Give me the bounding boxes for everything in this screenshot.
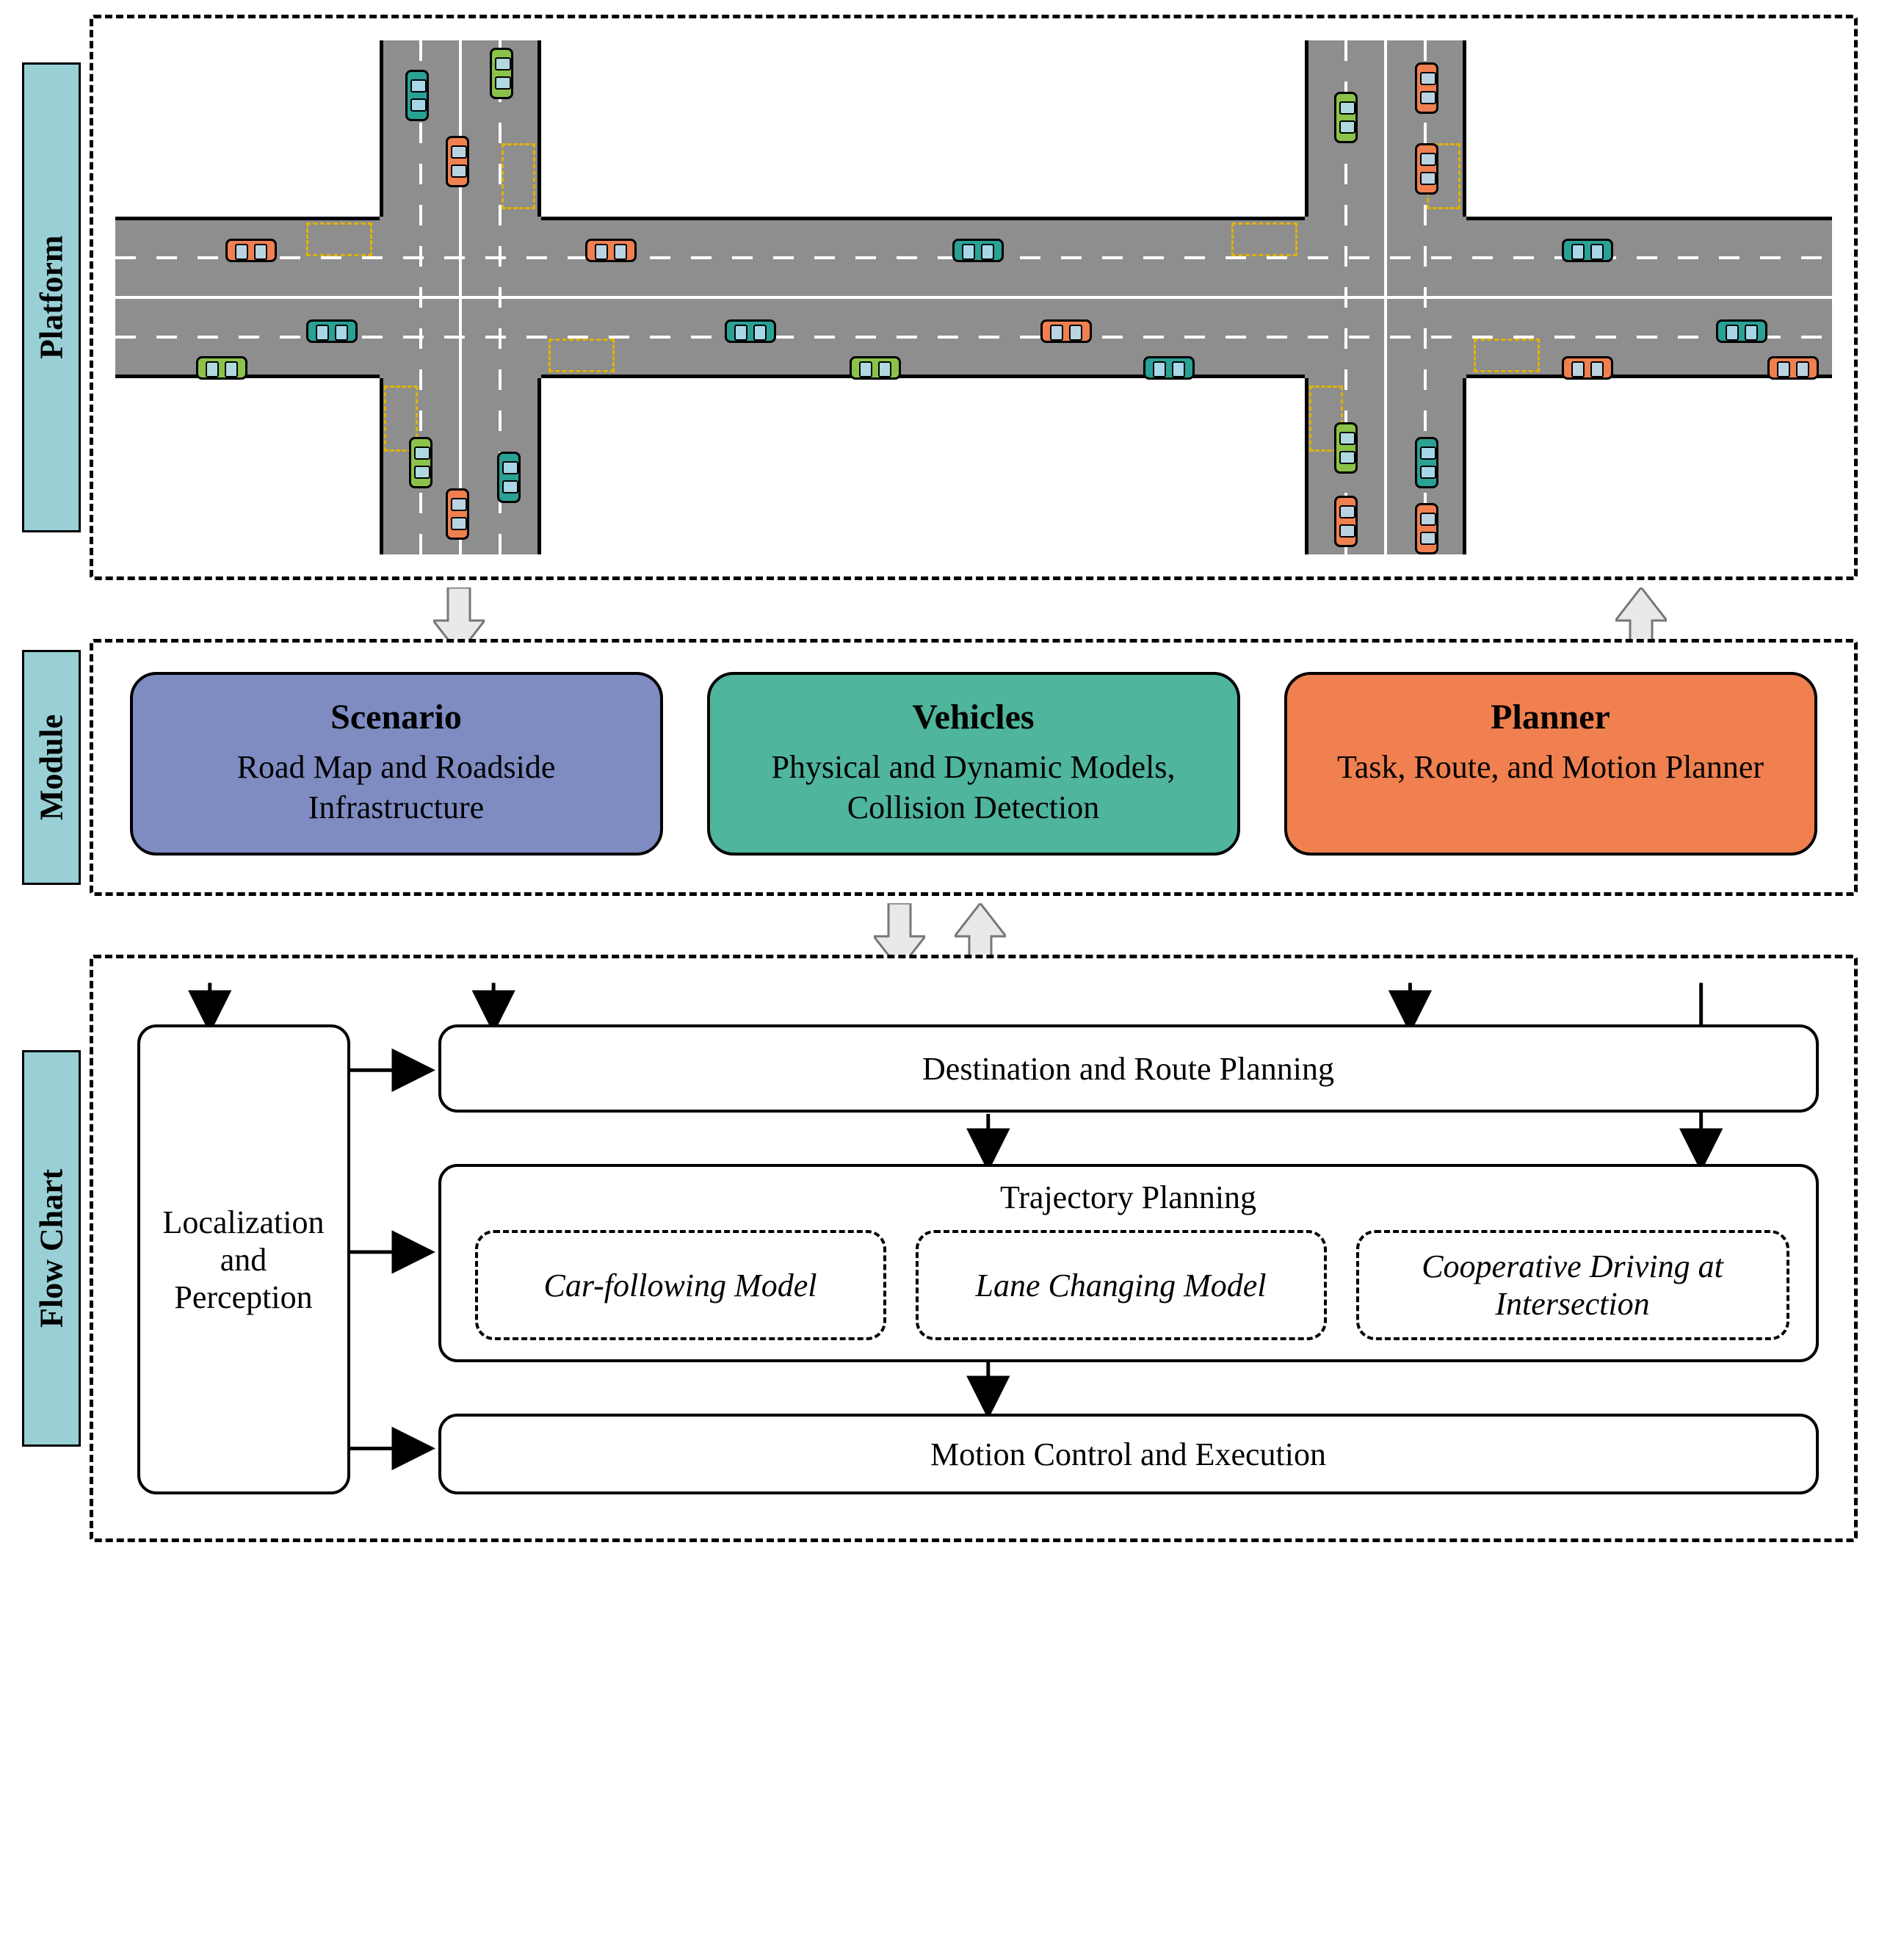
box-lane-changing: Lane Changing Model [916, 1230, 1327, 1340]
card-scenario-title: Scenario [152, 695, 641, 739]
zone-6 [1474, 339, 1540, 372]
flow-label: Flow Chart [22, 1050, 81, 1447]
platform-section: Platform [22, 15, 1858, 580]
platform-panel [90, 15, 1858, 580]
lane-dash-h2 [115, 336, 1832, 339]
flow-section: Flow Chart [22, 955, 1858, 1542]
car-icon [1415, 503, 1438, 554]
car-icon [1334, 422, 1358, 474]
card-planner-body: Task, Route, and Motion Planner [1306, 747, 1795, 787]
box-localization: Localization and Perception [137, 1024, 350, 1494]
car-icon [585, 239, 637, 262]
box-cooperative: Cooperative Driving at Intersection [1356, 1230, 1789, 1340]
flow-chart: Localization and Perception Destination … [115, 980, 1832, 1516]
car-icon [405, 70, 429, 121]
flow-panel: Localization and Perception Destination … [90, 955, 1858, 1542]
box-car-following: Car-following Model [475, 1230, 886, 1340]
car-icon [1716, 319, 1767, 343]
car-icon [1334, 496, 1358, 547]
zone-1 [306, 223, 372, 256]
car-icon [490, 48, 513, 99]
car-icon [446, 488, 469, 540]
card-planner-title: Planner [1306, 695, 1795, 739]
module-label-col: Module [22, 639, 81, 896]
car-icon [497, 452, 521, 503]
card-vehicles-body: Physical and Dynamic Models, Collision D… [729, 747, 1218, 828]
car-icon [409, 437, 432, 488]
trajectory-title: Trajectory Planning [1000, 1179, 1256, 1216]
card-scenario-body: Road Map and Roadside Infrastructure [152, 747, 641, 828]
car-icon [225, 239, 277, 262]
roads [115, 40, 1832, 554]
box-dest-route: Destination and Route Planning [438, 1024, 1819, 1113]
module-label: Module [22, 650, 81, 885]
car-icon [1767, 356, 1819, 380]
car-icon [1562, 356, 1613, 380]
car-icon [1415, 437, 1438, 488]
lane-center-v1 [459, 40, 462, 554]
zone-4 [502, 143, 535, 209]
car-icon [1040, 319, 1092, 343]
car-icon [446, 136, 469, 187]
module-section: Module Scenario Road Map and Roadside In… [22, 639, 1858, 896]
platform-label: Platform [22, 62, 81, 532]
figure-root: Platform [22, 15, 1858, 1542]
car-icon [1143, 356, 1195, 380]
car-icon [725, 319, 776, 343]
car-icon [1415, 143, 1438, 195]
box-motion: Motion Control and Execution [438, 1414, 1819, 1494]
card-planner: Planner Task, Route, and Motion Planner [1284, 672, 1817, 856]
car-icon [1415, 62, 1438, 114]
car-icon [850, 356, 901, 380]
platform-label-col: Platform [22, 15, 81, 580]
card-scenario: Scenario Road Map and Roadside Infrastru… [130, 672, 663, 856]
card-vehicles-title: Vehicles [729, 695, 1218, 739]
card-vehicles: Vehicles Physical and Dynamic Models, Co… [707, 672, 1240, 856]
module-cards: Scenario Road Map and Roadside Infrastru… [115, 665, 1832, 885]
car-icon [306, 319, 358, 343]
zone-5 [1231, 223, 1297, 256]
car-icon [952, 239, 1004, 262]
lane-center-h [115, 296, 1832, 299]
car-icon [196, 356, 247, 380]
car-icon [1334, 92, 1358, 143]
flow-label-col: Flow Chart [22, 955, 81, 1542]
module-panel: Scenario Road Map and Roadside Infrastru… [90, 639, 1858, 896]
lane-center-v2 [1384, 40, 1387, 554]
zone-2 [549, 339, 615, 372]
car-icon [1562, 239, 1613, 262]
